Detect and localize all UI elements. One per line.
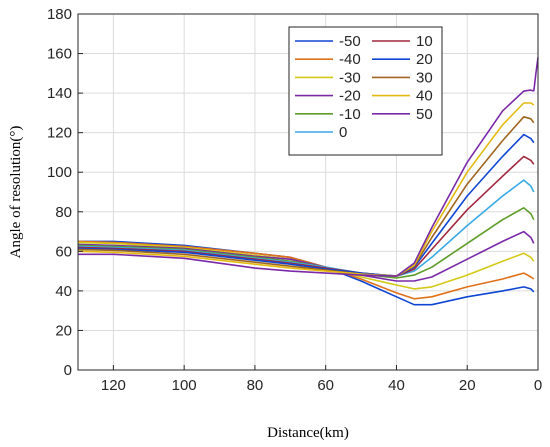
y-tick-label: 20	[55, 322, 72, 339]
legend-entry-label: 40	[416, 88, 433, 105]
legend-entry-label: -10	[339, 106, 361, 123]
legend-entry-label: 50	[416, 106, 433, 123]
series-line	[77, 230, 535, 282]
series-line	[77, 241, 535, 290]
x-tick-label: 80	[247, 377, 264, 394]
y-tick-label: 60	[55, 243, 72, 260]
x-axis-label: Distance(km)	[267, 425, 349, 441]
legend-entry-label: -30	[339, 69, 361, 86]
x-tick-label: 60	[317, 377, 334, 394]
legend-entry-label: 10	[416, 33, 433, 50]
legend-entry-label: 20	[416, 51, 433, 68]
y-tick-label: 0	[64, 362, 72, 379]
y-tick-label: 160	[47, 46, 72, 63]
x-tick-label: 100	[172, 377, 197, 394]
legend-entry-label: 0	[339, 124, 347, 141]
x-tick-label: 120	[101, 377, 126, 394]
plot-series	[77, 57, 539, 306]
y-tick-label: 100	[47, 164, 72, 181]
legend-entry-label: 30	[416, 69, 433, 86]
legend-entry-label: -50	[339, 33, 361, 50]
x-tick-label: 20	[459, 377, 476, 394]
plot-frame	[77, 13, 539, 371]
y-tick-label: 180	[47, 6, 72, 23]
series-line	[77, 207, 535, 279]
x-tick-label: 40	[388, 377, 405, 394]
legend-entry-label: -20	[339, 88, 361, 105]
y-tick-label: 120	[47, 125, 72, 142]
legend-box	[288, 26, 443, 156]
y-tick-label: 80	[55, 204, 72, 221]
series-line-edge	[533, 57, 539, 92]
legend-entry-label: -40	[339, 51, 361, 68]
y-tick-label: 140	[47, 85, 72, 102]
y-axis-label: Angle of resolution(°)	[8, 126, 24, 259]
y-tick-label: 40	[55, 283, 72, 300]
x-tick-label: 0	[534, 377, 542, 394]
series-line	[77, 240, 535, 300]
series-line	[78, 89, 535, 277]
